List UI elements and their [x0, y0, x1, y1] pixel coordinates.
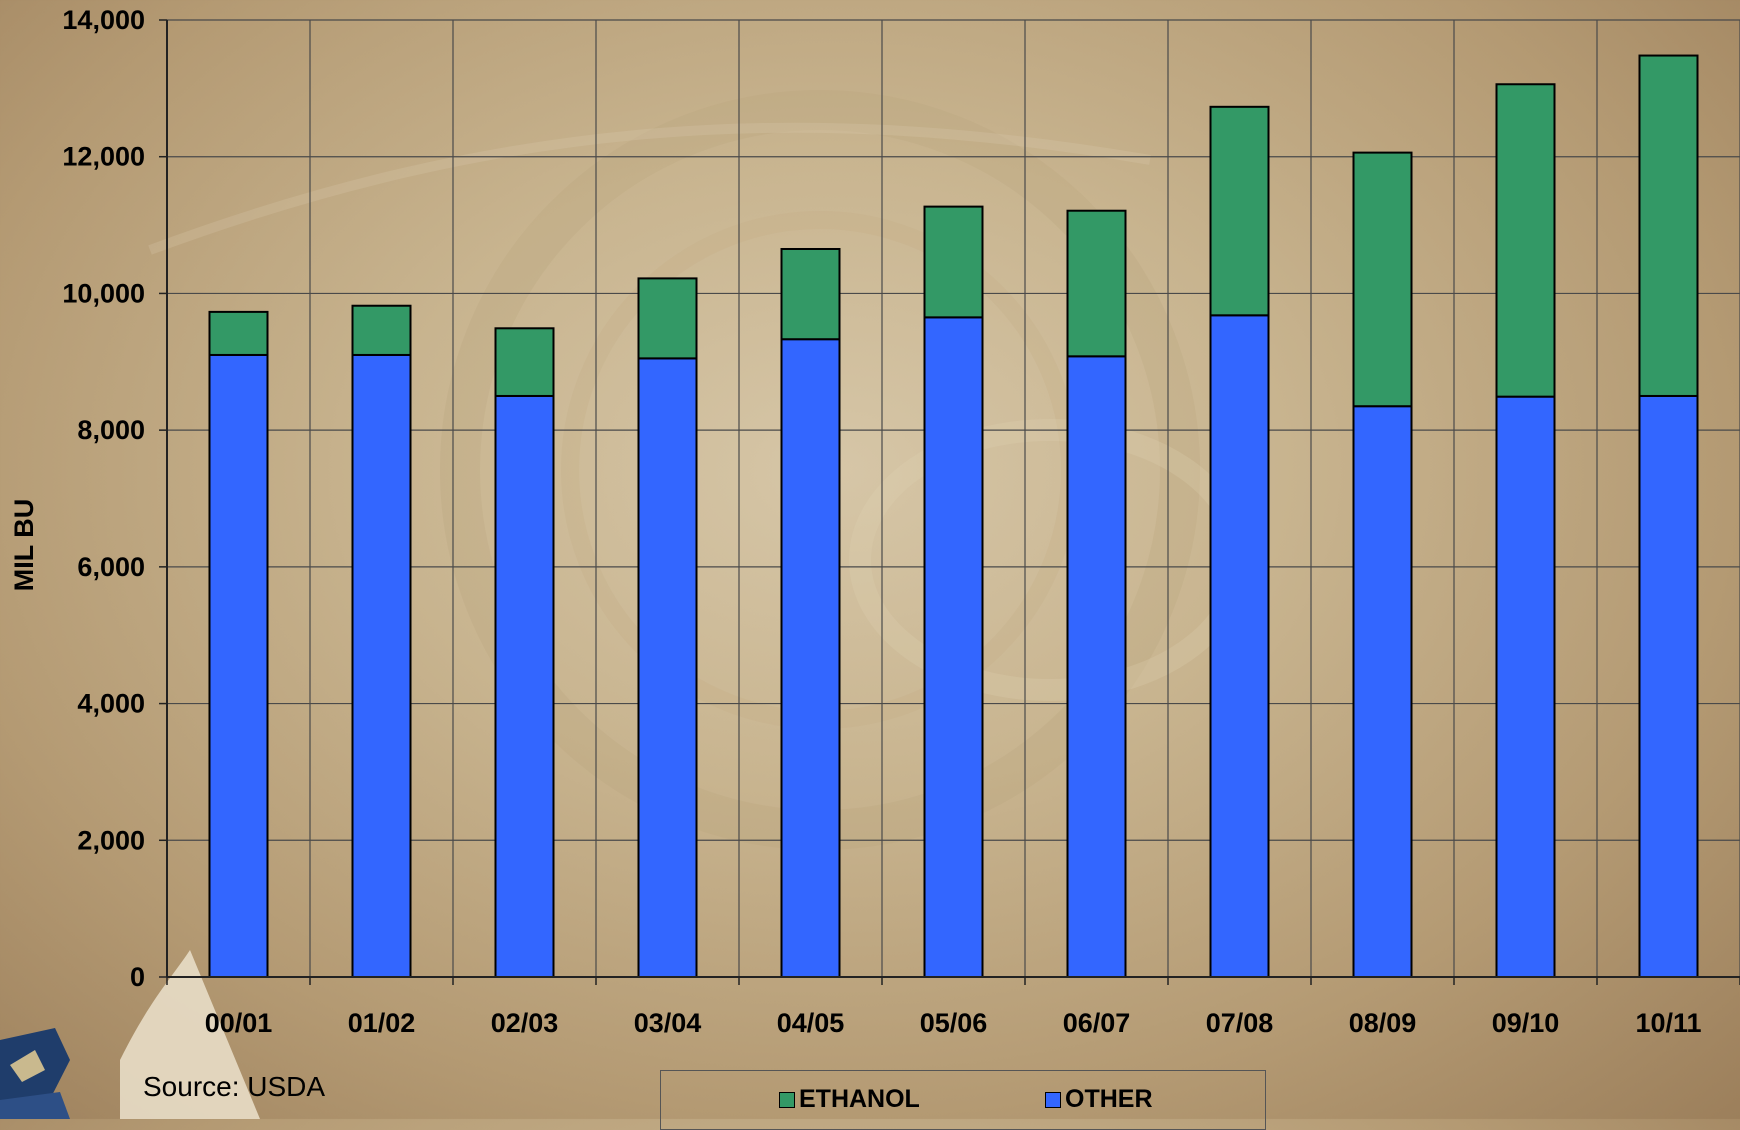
- legend-label-other: OTHER: [1065, 1085, 1153, 1113]
- y-tick-label: 6,000: [77, 552, 145, 582]
- x-tick-label: 01/02: [348, 1008, 416, 1038]
- bar-other-06-07: [1066, 355, 1127, 978]
- x-tick-label: 08/09: [1349, 1008, 1417, 1038]
- bar-ethanol-09-10: [1495, 83, 1556, 398]
- bar-ethanol-06-07: [1066, 209, 1127, 358]
- x-tick-label: 05/06: [920, 1008, 988, 1038]
- bar-ethanol-05-06: [923, 205, 984, 319]
- bar-other-00-01: [208, 353, 269, 978]
- y-axis-title: MIL BU: [9, 499, 39, 592]
- y-tick-label: 10,000: [62, 278, 145, 308]
- legend-item-other: OTHER: [1045, 1085, 1153, 1114]
- x-tick-label: 03/04: [634, 1008, 702, 1038]
- bar-other-05-06: [923, 316, 984, 978]
- bar-ethanol-03-04: [637, 277, 698, 360]
- bar-other-07-08: [1209, 314, 1270, 978]
- legend-item-ethanol: ETHANOL: [779, 1085, 920, 1114]
- x-tick-label: 09/10: [1492, 1008, 1560, 1038]
- x-tick-label: 06/07: [1063, 1008, 1131, 1038]
- x-tick-label: 02/03: [491, 1008, 559, 1038]
- bar-ethanol-00-01: [208, 310, 269, 356]
- legend-label-ethanol: ETHANOL: [799, 1085, 920, 1113]
- bar-other-03-04: [637, 357, 698, 978]
- y-tick-label: 12,000: [62, 142, 145, 172]
- y-tick-label: 0: [130, 962, 145, 992]
- bar-ethanol-10-11: [1638, 54, 1699, 397]
- x-tick-label: 07/08: [1206, 1008, 1274, 1038]
- y-tick-labels: 0 2,000 4,000 6,000 8,000 10,000 12,000 14,000: [62, 5, 145, 992]
- source-note: Source: USDA: [143, 1071, 326, 1102]
- y-tick-label: 8,000: [77, 415, 145, 445]
- y-tick-label: 2,000: [77, 825, 145, 855]
- axes: [159, 19, 1740, 985]
- x-tick-label: 10/11: [1635, 1008, 1701, 1038]
- legend-swatch-other: [1045, 1091, 1061, 1108]
- bar-ethanol-01-02: [351, 304, 412, 356]
- x-tick-label: 04/05: [777, 1008, 845, 1038]
- bar-ethanol-08-09: [1352, 151, 1413, 408]
- y-tick-label: 14,000: [62, 5, 145, 35]
- bar-other-04-05: [780, 338, 841, 978]
- bar-other-10-11: [1638, 394, 1699, 978]
- bar-other-09-10: [1495, 395, 1556, 979]
- bar-other-02-03: [494, 394, 555, 978]
- bar-ethanol-04-05: [780, 247, 841, 341]
- bar-ethanol-07-08: [1209, 105, 1270, 317]
- x-tick-label: 00/01: [205, 1008, 273, 1038]
- bars: [208, 54, 1699, 979]
- x-tick-labels: 00/01 01/02 02/03 03/04 04/05 05/06 06/07 07/08…: [205, 1008, 1702, 1038]
- legend-swatch-ethanol: [779, 1091, 795, 1108]
- bar-ethanol-02-03: [494, 327, 555, 397]
- y-tick-label: 4,000: [77, 689, 145, 719]
- gridlines: [167, 19, 1740, 978]
- logo-icon: [0, 1028, 70, 1119]
- bar-other-08-09: [1352, 405, 1413, 979]
- chart-legend: ETHANOL OTHER: [660, 1070, 1266, 1130]
- bar-other-01-02: [351, 353, 412, 978]
